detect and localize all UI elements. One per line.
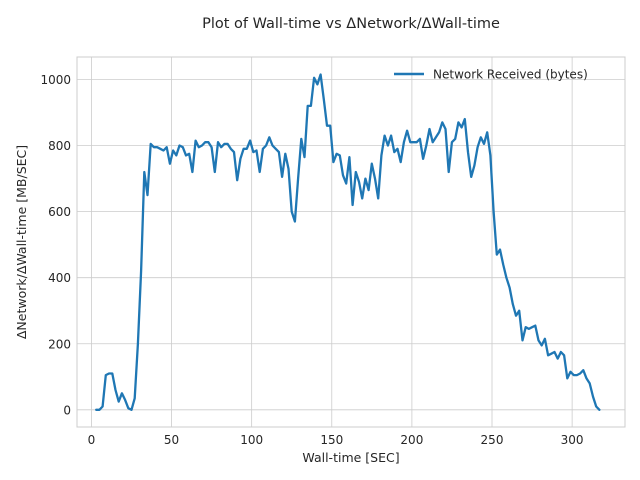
- legend-label: Network Received (bytes): [433, 68, 588, 82]
- x-tick-label: 0: [88, 433, 96, 447]
- series-line: [95, 73, 601, 411]
- y-tick-label: 200: [48, 337, 71, 351]
- legend: Network Received (bytes): [394, 68, 588, 82]
- grid: [77, 57, 625, 427]
- x-tick-label: 100: [240, 433, 263, 447]
- y-tick-label: 1000: [40, 73, 71, 87]
- y-tick-label: 0: [63, 403, 71, 417]
- chart-title: Plot of Wall-time vs ΔNetwork/ΔWall-time: [202, 16, 500, 32]
- y-axis-label: ΔNetwork/ΔWall-time [MB/SEC]: [14, 145, 29, 339]
- y-tick-label: 600: [48, 205, 71, 219]
- y-axis-ticks: 0 200 400 600 800 1000: [40, 73, 71, 417]
- y-tick-label: 800: [48, 139, 71, 153]
- x-tick-label: 50: [164, 433, 179, 447]
- x-tick-label: 250: [481, 433, 504, 447]
- x-axis-ticks: 0 50 100 150 200 250 300: [88, 433, 584, 447]
- plot-frame: [76, 56, 626, 428]
- series-layer: [95, 73, 601, 411]
- x-tick-label: 150: [320, 433, 343, 447]
- x-tick-label: 200: [400, 433, 423, 447]
- plot-area: [77, 57, 625, 427]
- x-axis-label: Wall-time [SEC]: [302, 450, 399, 465]
- y-tick-label: 400: [48, 271, 71, 285]
- x-tick-label: 300: [561, 433, 584, 447]
